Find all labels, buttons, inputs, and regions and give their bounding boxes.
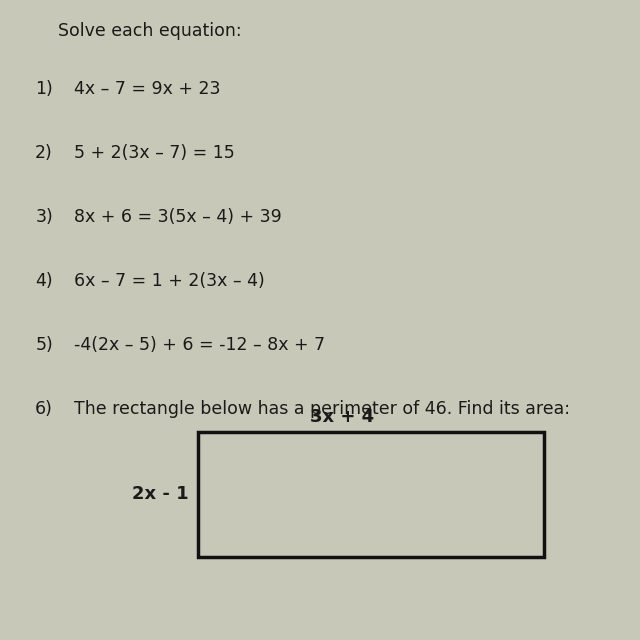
Text: 3): 3) bbox=[35, 208, 53, 226]
Text: 8x + 6 = 3(5x – 4) + 39: 8x + 6 = 3(5x – 4) + 39 bbox=[74, 208, 282, 226]
Text: The rectangle below has a perimeter of 46. Find its area:: The rectangle below has a perimeter of 4… bbox=[74, 400, 570, 418]
Text: 5): 5) bbox=[35, 336, 53, 354]
Text: 3x + 4: 3x + 4 bbox=[310, 408, 374, 426]
Text: 6x – 7 = 1 + 2(3x – 4): 6x – 7 = 1 + 2(3x – 4) bbox=[74, 272, 264, 290]
Text: 2): 2) bbox=[35, 144, 53, 162]
Text: 4): 4) bbox=[35, 272, 53, 290]
Text: 6): 6) bbox=[35, 400, 53, 418]
Text: -4(2x – 5) + 6 = -12 – 8x + 7: -4(2x – 5) + 6 = -12 – 8x + 7 bbox=[74, 336, 324, 354]
Text: 2x - 1: 2x - 1 bbox=[132, 485, 189, 503]
Bar bbox=[198, 432, 544, 557]
Text: 1): 1) bbox=[35, 80, 53, 98]
Text: 4x – 7 = 9x + 23: 4x – 7 = 9x + 23 bbox=[74, 80, 220, 98]
Text: 5 + 2(3x – 7) = 15: 5 + 2(3x – 7) = 15 bbox=[74, 144, 234, 162]
Text: Solve each equation:: Solve each equation: bbox=[58, 22, 241, 40]
